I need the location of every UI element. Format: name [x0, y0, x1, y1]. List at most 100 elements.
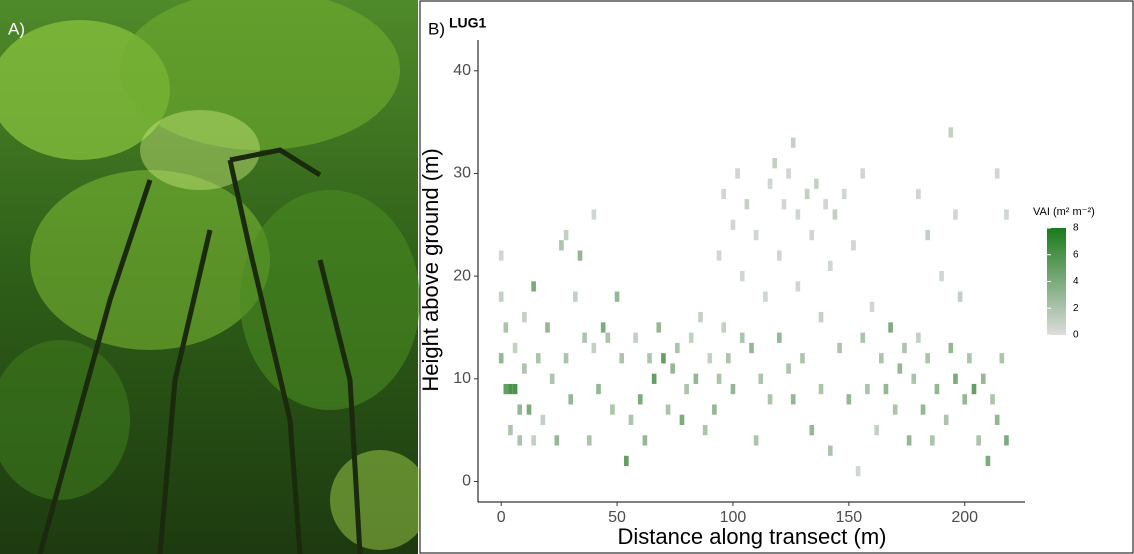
heat-cell	[688, 332, 694, 343]
heat-cell	[739, 271, 745, 282]
heat-cell	[767, 394, 773, 405]
heat-cell	[776, 250, 782, 261]
heat-cell	[600, 322, 606, 333]
heat-cell	[883, 383, 889, 395]
heat-cell	[948, 127, 954, 138]
heat-cell	[994, 414, 1000, 425]
heat-cell	[837, 342, 842, 354]
heat-cell	[675, 342, 680, 354]
heat-cell	[865, 383, 870, 395]
heat-cell	[503, 383, 509, 395]
heat-cell	[522, 312, 527, 323]
heat-cell	[712, 404, 717, 415]
heat-cell	[735, 168, 740, 179]
heat-cell	[994, 168, 1000, 179]
y-tick-label: 10	[453, 370, 471, 387]
heat-cell	[925, 229, 930, 241]
legend-tick-label: 0	[1073, 330, 1079, 341]
heat-cell	[642, 435, 648, 446]
heat-cell	[855, 466, 861, 477]
heat-cell	[679, 414, 685, 425]
x-tick-label: 50	[608, 509, 626, 526]
heat-cell	[846, 394, 852, 405]
heat-cell	[545, 322, 550, 333]
heat-cell	[804, 188, 810, 200]
heat-cell	[559, 240, 564, 251]
heat-cell	[948, 342, 954, 354]
heat-cell	[744, 199, 750, 210]
heat-cell	[549, 373, 555, 384]
heat-cell	[707, 353, 713, 364]
heat-cell	[582, 332, 587, 343]
heat-cell	[874, 425, 879, 436]
heat-cell	[554, 435, 560, 446]
heat-cell	[818, 312, 824, 323]
heat-cell	[610, 404, 615, 415]
heat-cell	[730, 219, 736, 230]
heat-cell	[665, 404, 671, 415]
x-tick-label: 0	[497, 509, 506, 526]
heat-cell	[781, 199, 787, 210]
legend-title: VAI (m² m⁻²)	[1033, 206, 1095, 218]
heat-cell	[498, 353, 504, 364]
heat-cell	[911, 373, 917, 384]
heat-cell	[531, 281, 536, 292]
heat-cell	[809, 425, 815, 436]
heat-cell	[498, 291, 504, 302]
heat-cell	[624, 455, 629, 467]
heat-cell	[721, 188, 727, 200]
heat-cell	[693, 373, 699, 384]
heat-cell	[753, 435, 759, 446]
heat-cell	[670, 363, 676, 374]
heat-cell	[985, 455, 991, 467]
y-tick-label: 30	[453, 165, 471, 182]
heat-cell	[953, 209, 958, 220]
heat-cell	[633, 332, 638, 343]
legend-tick-label: 8	[1073, 223, 1079, 234]
foliage	[30, 170, 270, 350]
heat-cell	[818, 383, 824, 395]
heat-cell	[568, 394, 574, 405]
heat-cell	[716, 250, 722, 261]
heat-cell	[591, 342, 597, 354]
heat-cell	[1004, 435, 1009, 446]
y-tick-label: 20	[453, 267, 471, 284]
heat-cell	[925, 353, 930, 364]
heat-cell	[647, 353, 652, 364]
heat-cell	[508, 383, 513, 395]
heat-cell	[934, 383, 940, 395]
heat-cell	[605, 332, 611, 343]
foliage	[140, 110, 260, 190]
heat-cell	[614, 291, 620, 302]
heat-cell	[563, 229, 569, 241]
heat-cell	[860, 332, 866, 343]
heat-cell	[651, 373, 657, 384]
heat-cell	[832, 209, 838, 220]
heat-cell	[795, 209, 801, 220]
heat-cell	[962, 394, 968, 405]
heat-cell	[656, 322, 662, 333]
heat-cell	[517, 404, 523, 415]
heat-cell	[619, 353, 625, 364]
heat-cell	[596, 383, 601, 395]
heat-cell	[786, 168, 791, 179]
x-tick-label: 150	[835, 509, 862, 526]
heat-cell	[957, 291, 963, 302]
x-tick-label: 100	[720, 509, 747, 526]
heat-cell	[526, 404, 532, 415]
heat-cell	[841, 188, 847, 200]
foliage	[330, 450, 430, 550]
heat-cell	[786, 363, 791, 374]
heat-cell	[999, 353, 1005, 364]
heat-cell	[827, 445, 833, 456]
heat-cell	[767, 178, 773, 189]
heat-cell	[512, 342, 518, 354]
legend-tick-label: 2	[1073, 303, 1079, 314]
heat-cell	[980, 373, 986, 384]
heat-cell	[753, 229, 759, 241]
x-axis-label: Distance along transect (m)	[618, 524, 887, 549]
heat-cell	[637, 394, 643, 405]
legend-colorbar	[1047, 228, 1066, 335]
heat-cell	[628, 414, 634, 425]
